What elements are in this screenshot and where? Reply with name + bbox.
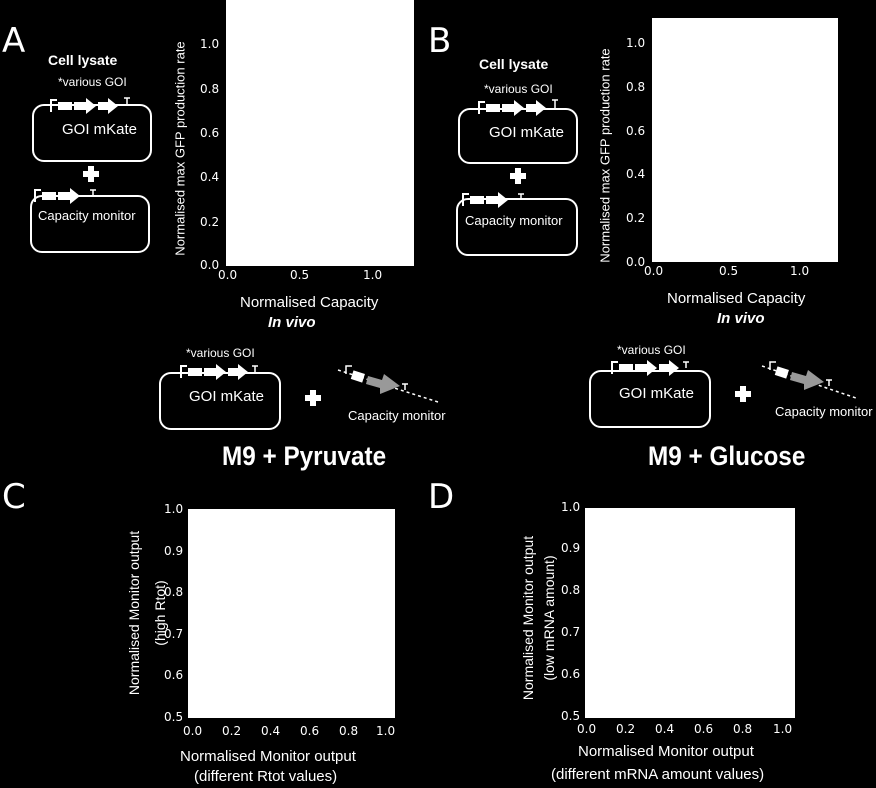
cell-lysate-label-a: Cell lysate [48,52,118,68]
plot-a-xlabel: Normalised Capacity [240,294,379,311]
plot_d-ytick: 0.5 [561,709,581,723]
plot_d-xtick: 0.2 [616,722,636,736]
plot_b-xtick: 0.0 [644,264,664,278]
plot_a-xtick: 0.5 [290,268,310,282]
plot_d-xtick: 0.0 [577,722,597,736]
capacity-monitor-label-b: Capacity monitor [465,213,563,228]
plus-icon-a1 [83,166,99,182]
plot_c-ytick: 0.6 [164,668,184,682]
panel-letter-b: B [428,21,452,61]
plot_a-ytick: 1.0 [200,37,220,51]
gene-construct-icon-d1 [611,360,689,376]
plot-d-area [585,508,795,718]
plot_c-xtick: 0.4 [261,724,281,738]
goi-mkate-label-a: GOI mKate [62,121,138,138]
plot_b-ytick: 0.2 [626,211,646,225]
plot_b-ytick: 0.0 [626,255,646,269]
plot_d-ytick: 0.7 [561,625,581,639]
plot_b-xtick: 1.0 [790,264,810,278]
plasmid-goi-d [589,370,711,428]
plasmid-goi-a [32,104,152,162]
plot_b-ytick: 0.8 [626,80,646,94]
goi-mkate-label-c: GOI mKate [189,388,265,405]
plot_a-xtick: 0.0 [218,268,238,282]
plot_a-ytick: 0.6 [200,126,220,140]
plot_c-ytick: 1.0 [164,502,184,516]
capacity-monitor-label-a: Capacity monitor [38,208,136,223]
plot_c-xtick: 0.8 [339,724,359,738]
plot-d-ylabel-2: (low mRNA amount) [541,555,557,681]
plot_c-ytick: 0.9 [164,544,184,558]
plot-c-ylabel-1: Normalised Monitor output [126,530,142,696]
plot_d-ytick: 0.6 [561,667,581,681]
plus-icon-b1 [510,168,526,184]
plot-d-xlabel-1: Normalised Monitor output [578,743,754,760]
capacity-monitor-label-d: Capacity monitor [775,404,873,419]
plot_d-xtick: 0.8 [733,722,753,736]
plot_d-ytick: 0.9 [561,541,581,555]
plot_c-xtick: 0.0 [183,724,203,738]
plot_b-ytick: 1.0 [626,36,646,50]
plot-c-xlabel-1: Normalised Monitor output [180,748,356,765]
plot_c-xtick: 0.2 [222,724,242,738]
plot-d-xlabel-2: (different mRNA amount values) [551,766,765,783]
plot_d-ytick: 1.0 [561,500,581,514]
plasmid-goi-c [159,372,281,430]
plot_c-ytick: 0.5 [164,710,184,724]
plot_a-ytick: 0.4 [200,170,220,184]
plasmid-capacity-b [456,198,578,256]
plot-a-area [226,0,414,266]
plasmid-capacity-a [30,195,150,253]
plot_a-ytick: 0.0 [200,258,220,272]
panel-letter-a: A [2,21,26,61]
goi-mkate-label-d: GOI mKate [619,385,695,402]
plus-icon-c1 [305,390,321,406]
plot-c-ylabel-2: (high Rtot) [152,580,168,646]
plot-b-area [652,18,838,262]
plot_b-xtick: 0.5 [719,264,739,278]
goi-mkate-label-b: GOI mKate [489,124,565,141]
plot_b-ytick: 0.4 [626,167,646,181]
goi-various-label-d: *various GOI [617,343,686,357]
goi-various-label-a: *various GOI [58,75,127,89]
plot_b-ytick: 0.6 [626,124,646,138]
plot_d-ytick: 0.8 [561,583,581,597]
cell-lysate-label-b: Cell lysate [479,56,549,72]
goi-various-label-b: *various GOI [484,82,553,96]
plot-d-ylabel-1: Normalised Monitor output [520,535,536,701]
plot-c-area [188,509,395,718]
capacity-monitor-label-c: Capacity monitor [348,408,446,423]
in-vivo-label-b: In vivo [717,310,765,327]
plot_a-ytick: 0.2 [200,215,220,229]
plot_d-xtick: 0.4 [655,722,675,736]
plot-c-xlabel-2: (different Rtot values) [194,768,338,785]
plot_a-xtick: 1.0 [363,268,383,282]
panel-letter-d: D [428,477,455,517]
in-vivo-label-a: In vivo [268,314,316,331]
plot-a-ylabel: Normalised max GFP production rate [172,41,188,256]
genome-monitor-icon-d [761,361,857,399]
media-glucose: M9 + Glucose [648,441,806,471]
plot-b-xlabel: Normalised Capacity [667,290,806,307]
plus-icon-d1 [735,386,751,402]
plot_c-xtick: 0.6 [300,724,320,738]
gene-construct-icon-a1 [50,97,130,114]
plot_c-xtick: 1.0 [376,724,396,738]
plot_c-ytick: 0.7 [164,627,184,641]
plot_c-ytick: 0.8 [164,585,184,599]
plot_d-xtick: 0.6 [694,722,714,736]
plasmid-goi-b [458,108,578,164]
panel-letter-c: C [2,477,26,517]
plot_d-xtick: 1.0 [773,722,793,736]
media-pyruvate: M9 + Pyruvate [222,441,387,471]
goi-various-label-c: *various GOI [186,346,255,360]
plot-b-ylabel: Normalised max GFP production rate [597,48,613,263]
plot_a-ytick: 0.8 [200,82,220,96]
genome-monitor-icon-c [337,365,439,403]
